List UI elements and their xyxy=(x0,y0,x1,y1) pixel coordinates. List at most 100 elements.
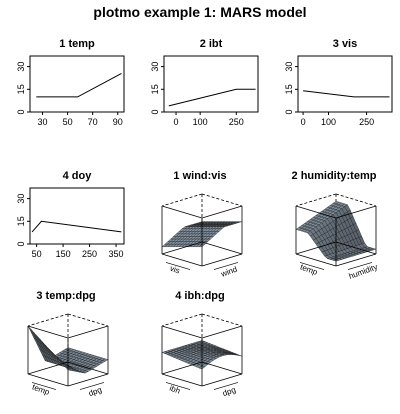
page-title: plotmo example 1: MARS model xyxy=(93,4,307,20)
box-edge xyxy=(201,373,243,387)
box-edge xyxy=(161,325,203,339)
y-tick-label: 30 xyxy=(150,62,160,72)
box-edge xyxy=(335,193,377,207)
box-edge xyxy=(161,241,203,255)
y-tick-label: 0 xyxy=(284,109,294,114)
y-axis-label: temp xyxy=(299,262,319,277)
x-tick-label: 100 xyxy=(193,117,208,127)
panel-title: 3 vis xyxy=(333,38,357,50)
x-tick-label: 0 xyxy=(301,117,306,127)
x-tick-label: 0 xyxy=(174,117,179,127)
surface-mesh xyxy=(27,325,109,374)
y-tick-label: 0 xyxy=(150,109,160,114)
line-chart-vis: 3 vis 0 100 250 0 15 30 xyxy=(284,38,393,127)
line-chart-ibt: 2 ibt 0 100 250 0 15 30 xyxy=(150,38,259,127)
surface-mesh xyxy=(295,201,377,262)
line-chart-doy: 4 doy 50 150 250 350 0 15 30 xyxy=(16,170,125,259)
surface-chart-wind-vis: 1 wind:vis wind vis xyxy=(161,170,243,279)
y-tick-label: 30 xyxy=(16,194,26,204)
panel-title: 1 temp xyxy=(59,38,95,50)
x-tick-label: 250 xyxy=(82,249,97,259)
box-edge xyxy=(201,253,243,267)
y-tick-label: 15 xyxy=(16,216,26,226)
box-edge xyxy=(161,373,203,387)
box-edge xyxy=(67,373,109,387)
y-axis-arrow xyxy=(165,262,191,270)
box-edge xyxy=(201,361,243,375)
x-axis-label: wind xyxy=(219,265,238,279)
panel-title: 4 ibh:dpg xyxy=(175,290,225,302)
box-edge xyxy=(67,361,109,375)
panel-wind-vis: 1 wind:vis wind vis xyxy=(134,164,266,294)
surface-mesh xyxy=(161,340,243,370)
y-tick-label: 30 xyxy=(284,62,294,72)
box-edge xyxy=(67,325,109,339)
panel-title: 2 humidity:temp xyxy=(292,170,377,182)
x-axis-arrow xyxy=(213,262,239,270)
x-axis-arrow xyxy=(79,382,105,390)
panel-title: 4 doy xyxy=(63,170,93,182)
box-edge xyxy=(295,253,337,267)
plot-frame xyxy=(163,55,259,113)
panel-vis: 3 vis 0 100 250 0 15 30 xyxy=(268,32,400,162)
x-tick-label: 90 xyxy=(113,117,123,127)
panel-temp-dpg: 3 temp:dpg dpg temp xyxy=(0,284,132,414)
x-tick-label: 50 xyxy=(63,117,73,127)
box-edge xyxy=(161,253,203,267)
box-edge xyxy=(201,205,243,219)
y-tick-label: 15 xyxy=(150,84,160,94)
panel-temp: 1 temp 30 50 70 90 0 15 30 xyxy=(0,32,132,162)
x-tick-label: 30 xyxy=(38,117,48,127)
x-tick-label: 50 xyxy=(32,249,42,259)
plot-frame xyxy=(29,187,125,245)
box-edge xyxy=(295,193,337,207)
box-edge xyxy=(27,373,69,387)
panel-ibh-dpg: 4 ibh:dpg dpg ibh xyxy=(134,284,266,414)
panel-humidity-temp: 2 humidity:temp humidity temp xyxy=(268,164,400,294)
y-tick-label: 15 xyxy=(16,84,26,94)
y-axis-arrow xyxy=(299,262,325,270)
x-axis-label: dpg xyxy=(87,385,103,398)
box-edge xyxy=(161,193,203,207)
surface-chart-ibh-dpg: 4 ibh:dpg dpg ibh xyxy=(161,290,243,398)
panel-doy: 4 doy 50 150 250 350 0 15 30 xyxy=(0,164,132,294)
y-tick-label: 15 xyxy=(284,84,294,94)
box-edge xyxy=(335,241,377,255)
y-tick-label: 0 xyxy=(16,241,26,246)
box-edge xyxy=(201,313,243,327)
x-axis-arrow xyxy=(213,382,239,390)
panel-title: 3 temp:dpg xyxy=(36,290,95,302)
series-line xyxy=(168,88,256,107)
surface-chart-temp-dpg: 3 temp:dpg dpg temp xyxy=(27,290,109,398)
box-edge xyxy=(201,193,243,207)
box-edge xyxy=(201,241,243,255)
x-tick-label: 100 xyxy=(321,117,336,127)
y-axis-arrow xyxy=(31,382,57,390)
x-tick-label: 250 xyxy=(359,117,374,127)
box-edge xyxy=(67,313,109,327)
series-line xyxy=(303,90,390,98)
panel-title: 2 ibt xyxy=(200,38,223,50)
plot-frame xyxy=(297,55,393,113)
x-tick-label: 250 xyxy=(229,117,244,127)
panel-ibt: 2 ibt 0 100 250 0 15 30 xyxy=(134,32,266,162)
box-edge xyxy=(161,313,203,327)
box-edge xyxy=(161,361,203,375)
x-axis-label: dpg xyxy=(221,385,237,398)
plot-frame xyxy=(29,55,125,113)
y-tick-label: 30 xyxy=(16,62,26,72)
box-edge xyxy=(295,241,337,255)
x-tick-label: 150 xyxy=(56,249,71,259)
x-tick-label: 70 xyxy=(88,117,98,127)
line-chart-temp: 1 temp 30 50 70 90 0 15 30 xyxy=(16,38,125,127)
y-axis-arrow xyxy=(165,382,191,390)
box-edge xyxy=(295,205,337,219)
y-axis-label: vis xyxy=(169,264,181,276)
series-line xyxy=(31,220,122,233)
y-axis-label: temp xyxy=(31,382,51,397)
box-edge xyxy=(335,205,377,219)
x-axis-arrow xyxy=(347,262,373,270)
x-tick-label: 350 xyxy=(109,249,124,259)
box-edge xyxy=(161,205,203,219)
